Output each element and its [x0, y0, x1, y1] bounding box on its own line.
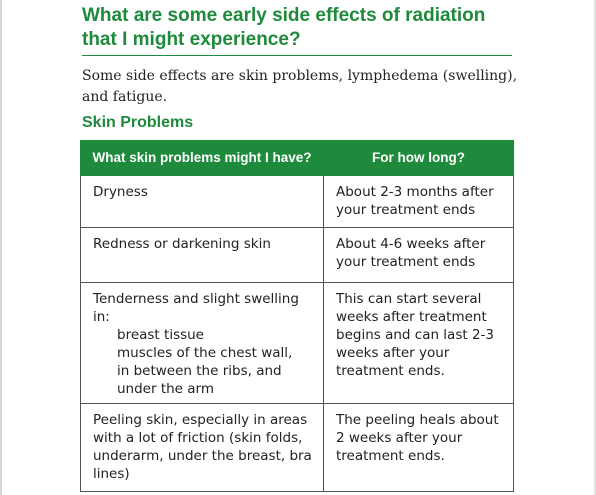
table-row: Dryness About 2-3 months after your trea… [80, 175, 514, 228]
page-edge-right [594, 0, 596, 495]
section-heading: What are some early side effects of radi… [82, 4, 512, 56]
duration-cell: About 4-6 weeks after your treatment end… [323, 227, 514, 283]
problem-cell: Dryness [80, 175, 324, 228]
duration-cell: The peeling heals about 2 weeks after yo… [323, 403, 514, 492]
table-header-row: What skin problems might I have? For how… [80, 140, 514, 176]
problem-subitem: under the arm [117, 381, 215, 397]
problem-subitem: in between the ribs, and [117, 363, 282, 379]
problem-cell: Redness or darkening skin [80, 227, 324, 283]
intro-paragraph: Some side effects are skin problems, lym… [82, 68, 518, 105]
column-header-problem: What skin problems might I have? [80, 140, 324, 176]
skin-problems-table: What skin problems might I have? For how… [80, 140, 514, 492]
problem-cell: Peeling skin, especially in areas with a… [80, 403, 324, 492]
duration-cell: This can start several weeks after treat… [323, 282, 514, 404]
problem-text: Tenderness and slight swelling in: [93, 291, 299, 325]
problem-text: Peeling skin, especially in areas with a… [93, 412, 312, 482]
problem-subitem: muscles of the chest wall, [117, 345, 293, 361]
duration-cell: About 2-3 months after your treatment en… [323, 175, 514, 228]
problem-text: Redness or darkening skin [93, 236, 271, 252]
problem-cell: Tenderness and slight swelling in: breas… [80, 282, 324, 404]
table-row: Peeling skin, especially in areas with a… [80, 403, 514, 492]
table-row: Redness or darkening skin About 4-6 week… [80, 227, 514, 283]
subheading-skin-problems: Skin Problems [82, 114, 194, 131]
table-row: Tenderness and slight swelling in: breas… [80, 282, 514, 404]
problem-text: Dryness [93, 184, 148, 200]
problem-subitem: breast tissue [117, 327, 204, 343]
page-edge-left [0, 0, 2, 495]
column-header-duration: For how long? [323, 140, 514, 176]
